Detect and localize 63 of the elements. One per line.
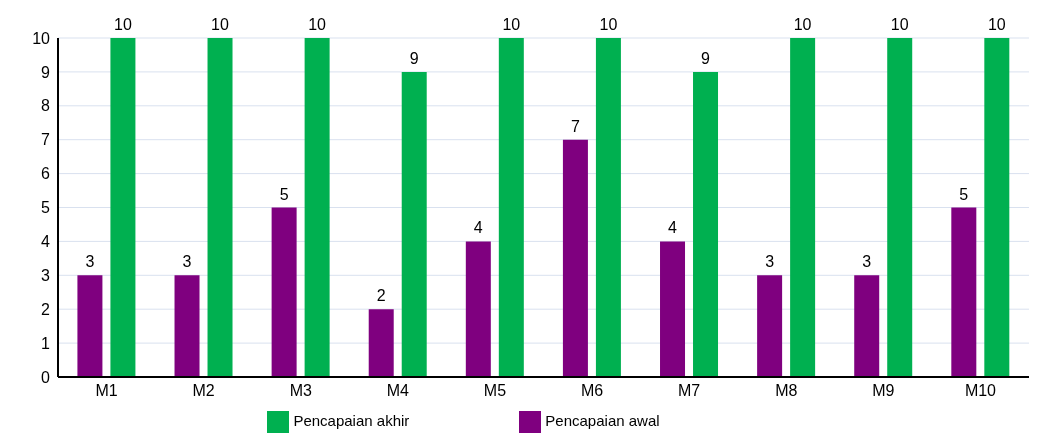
data-label: 10 [599, 16, 618, 33]
bar [465, 241, 491, 377]
y-tick-label: 7 [41, 131, 51, 149]
y-tick-label: 3 [41, 266, 51, 284]
x-tick-label: M3 [289, 382, 312, 400]
data-label: 10 [890, 16, 909, 33]
bar [110, 38, 136, 377]
y-tick-label: 0 [41, 368, 51, 386]
bar [887, 38, 913, 377]
bar [207, 38, 233, 377]
data-label: 3 [765, 253, 775, 271]
y-tick-label: 6 [41, 165, 51, 183]
y-tick-label: 1 [41, 334, 51, 352]
data-label: 5 [959, 185, 969, 203]
data-label: 10 [502, 16, 521, 33]
data-label: 5 [279, 185, 289, 203]
bar [854, 275, 880, 377]
bar [757, 275, 783, 377]
data-label: 4 [473, 219, 483, 237]
x-tick-label: M1 [95, 382, 118, 400]
bar [595, 38, 621, 377]
bar [660, 241, 686, 377]
bar [401, 71, 427, 377]
data-label: 3 [182, 253, 192, 271]
data-label: 10 [114, 16, 132, 33]
x-tick-label: M2 [192, 382, 215, 400]
data-label: 10 [308, 16, 327, 33]
bar [174, 275, 200, 377]
data-label: 9 [701, 49, 711, 67]
x-tick-label: M7 [678, 382, 701, 400]
data-label: 2 [376, 287, 386, 305]
data-label: 10 [987, 16, 1006, 33]
y-tick-label: 4 [41, 233, 51, 251]
bar [562, 139, 588, 377]
x-tick-label: M5 [483, 382, 507, 400]
y-tick-label: 10 [32, 29, 51, 47]
bar [951, 207, 977, 377]
data-label: 10 [793, 16, 812, 33]
bar [271, 207, 297, 377]
bar [368, 309, 394, 377]
data-label: 10 [211, 16, 230, 33]
data-label: 7 [570, 117, 580, 135]
data-label: 9 [409, 49, 419, 67]
data-label: 4 [668, 219, 678, 237]
x-tick-label: M10 [964, 382, 997, 400]
bar [304, 38, 330, 377]
legend-label: Pencapaian akhir [293, 411, 410, 429]
bar [693, 71, 719, 377]
bar [790, 38, 816, 377]
x-tick-label: M6 [580, 382, 604, 400]
bar [77, 275, 103, 377]
x-tick-label: M9 [872, 382, 895, 400]
y-tick-label: 5 [41, 199, 51, 217]
data-label: 3 [85, 253, 95, 271]
data-label: 3 [862, 253, 872, 271]
bar [498, 38, 524, 377]
y-tick-label: 9 [41, 63, 51, 81]
x-tick-label: M8 [775, 382, 798, 400]
legend-label: Pencapaian awal [545, 411, 660, 429]
y-tick-label: 8 [41, 97, 51, 115]
bar [984, 38, 1010, 377]
x-tick-label: M4 [386, 382, 410, 400]
y-tick-label: 2 [41, 300, 51, 318]
